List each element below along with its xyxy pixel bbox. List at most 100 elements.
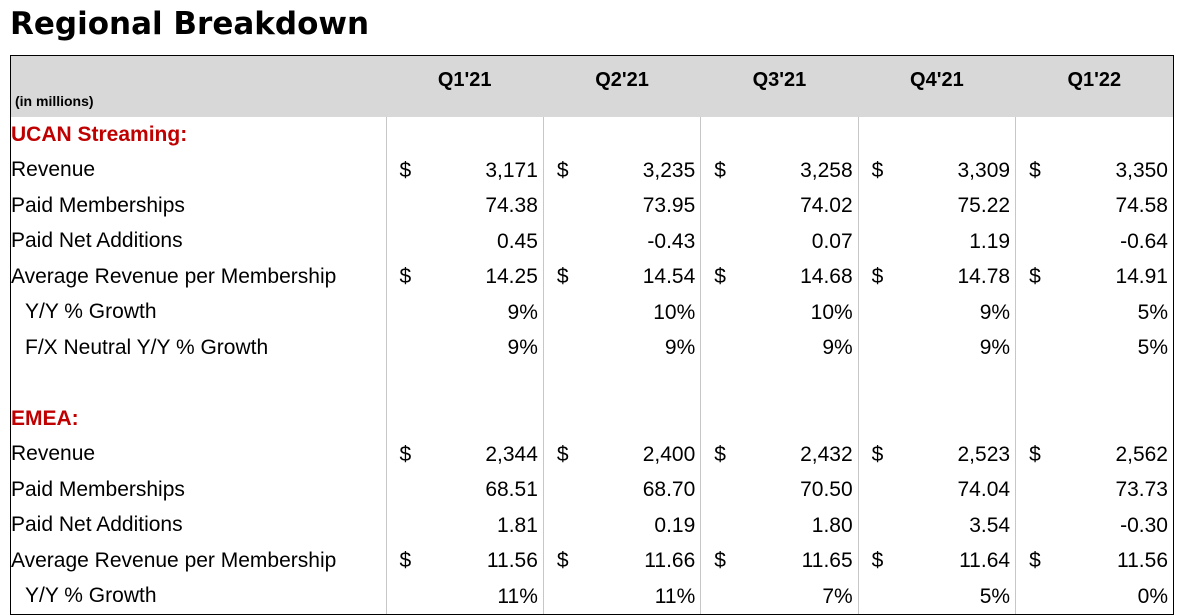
cell-value: 3,309: [957, 158, 1011, 182]
value-cell: $2,432: [700, 436, 859, 472]
value-cell: 0.45: [386, 223, 544, 259]
value-cell: -0.30: [1016, 508, 1173, 544]
column-header-q1-22: Q1'22: [1015, 56, 1173, 117]
cell-value: 14.54: [642, 265, 696, 288]
cell-value: 7%: [822, 584, 853, 608]
row-label: Paid Net Additions: [11, 507, 387, 543]
value-cell: $11.66: [543, 543, 702, 579]
value-cell: [386, 401, 544, 437]
value-cell: $2,562: [1016, 437, 1173, 473]
cell-value: 2,562: [1115, 442, 1168, 466]
currency-symbol: $: [1029, 442, 1041, 466]
currency-symbol: $: [399, 265, 412, 288]
cell-value: 9%: [979, 336, 1011, 359]
value-cell: $3,350: [1016, 153, 1173, 189]
value-cell: $3,309: [858, 152, 1017, 188]
value-cell: [543, 117, 702, 153]
column-header-q1-21: Q1'21: [386, 56, 544, 117]
currency-symbol: $: [871, 442, 884, 466]
regional-table: (in millions) Q1'21 Q2'21 Q3'21 Q4'21 Q1…: [10, 55, 1174, 615]
cell-value: 3,171: [485, 158, 538, 182]
cell-value: 5%: [1137, 336, 1168, 359]
value-cell: 1.80: [700, 507, 859, 543]
section-label: UCAN Streaming:: [11, 117, 387, 153]
value-cell: $11.64: [858, 543, 1017, 579]
regional-breakdown-table: (in millions) Q1'21 Q2'21 Q3'21 Q4'21 Q1…: [11, 56, 1173, 614]
cell-value: 11%: [497, 584, 538, 608]
table-row: Average Revenue per Membership $11.56 $11.…: [11, 543, 1173, 579]
table-row: Y/Y % Growth 11% 11% 7% 5% 0%: [11, 578, 1173, 614]
value-cell: $14.91: [1016, 259, 1173, 295]
value-cell: 5%: [1016, 295, 1173, 331]
table-row: Revenue $2,344 $2,400 $2,432 $2,523 $2,562: [11, 436, 1173, 473]
currency-symbol: $: [1029, 158, 1041, 182]
cell-value: 3,235: [642, 158, 696, 182]
column-header-q2-21: Q2'21: [543, 56, 701, 117]
cell-value: 74.02: [800, 194, 853, 217]
currency-symbol: $: [556, 158, 569, 182]
section-header-row: EMEA:: [11, 401, 1173, 437]
cell-value: 14.91: [1115, 265, 1168, 288]
value-cell: 0.07: [700, 223, 859, 259]
cell-value: 73.73: [1115, 478, 1168, 501]
value-cell: 74.04: [858, 472, 1017, 508]
value-cell: [543, 401, 702, 437]
cell-value: 68.51: [485, 478, 538, 501]
row-label: Average Revenue per Membership: [11, 259, 387, 295]
cell-value: 0%: [1137, 584, 1168, 608]
cell-value: 11.66: [644, 549, 696, 572]
cell-value: 2,432: [800, 442, 853, 466]
cell-value: 14.78: [957, 265, 1011, 288]
cell-value: 5%: [979, 584, 1011, 608]
currency-symbol: $: [714, 442, 726, 466]
table-header-row: (in millions) Q1'21 Q2'21 Q3'21 Q4'21 Q1…: [11, 56, 1173, 117]
cell-value: -0.43: [647, 229, 696, 253]
table-row: Average Revenue per Membership $14.25 $14.…: [11, 259, 1173, 295]
cell-value: 11.65: [801, 549, 853, 572]
column-header-q4-21: Q4'21: [858, 56, 1016, 117]
value-cell: $2,400: [543, 436, 702, 472]
table-row: Y/Y % Growth 9% 10% 10% 9% 5%: [11, 294, 1173, 331]
value-cell: 3.54: [858, 507, 1017, 543]
value-cell: -0.64: [1016, 224, 1173, 260]
value-cell: $2,523: [858, 436, 1017, 472]
value-cell: 1.19: [858, 223, 1017, 259]
cell-value: 9%: [822, 336, 853, 359]
value-cell: 11%: [386, 578, 544, 614]
value-cell: [1016, 117, 1173, 153]
cell-value: 1.81: [497, 513, 538, 537]
row-label: Revenue: [11, 152, 387, 188]
value-cell: 73.73: [1016, 472, 1173, 508]
value-cell: [700, 117, 859, 153]
cell-value: 2,344: [485, 442, 538, 466]
value-cell: $11.65: [700, 543, 859, 579]
cell-value: 10%: [810, 300, 853, 324]
cell-value: 1.19: [969, 229, 1011, 253]
value-cell: 70.50: [700, 472, 859, 508]
value-cell: $3,235: [543, 152, 702, 188]
value-cell: $14.68: [700, 259, 859, 295]
cell-value: -0.30: [1120, 513, 1168, 537]
value-cell: 9%: [386, 330, 544, 366]
value-cell: [858, 401, 1017, 437]
value-cell: 75.22: [858, 188, 1017, 224]
cell-value: 73.95: [642, 194, 696, 217]
value-cell: 11%: [543, 578, 702, 614]
value-cell: 9%: [543, 330, 702, 366]
value-cell: 68.51: [386, 472, 544, 508]
currency-symbol: $: [1029, 265, 1041, 288]
currency-symbol: $: [871, 549, 884, 572]
row-label: Paid Memberships: [11, 472, 387, 508]
value-cell: 9%: [858, 330, 1017, 366]
cell-value: 10%: [653, 300, 696, 324]
row-label: Average Revenue per Membership: [11, 543, 387, 579]
section-header-row: UCAN Streaming:: [11, 117, 1173, 153]
currency-symbol: $: [714, 265, 726, 288]
value-cell: [386, 365, 544, 401]
currency-symbol: $: [871, 158, 884, 182]
section-label: EMEA:: [11, 401, 387, 437]
value-cell: $11.56: [1016, 543, 1173, 579]
value-cell: $14.78: [858, 259, 1017, 295]
value-cell: [1016, 366, 1173, 402]
row-label: Revenue: [11, 436, 387, 472]
